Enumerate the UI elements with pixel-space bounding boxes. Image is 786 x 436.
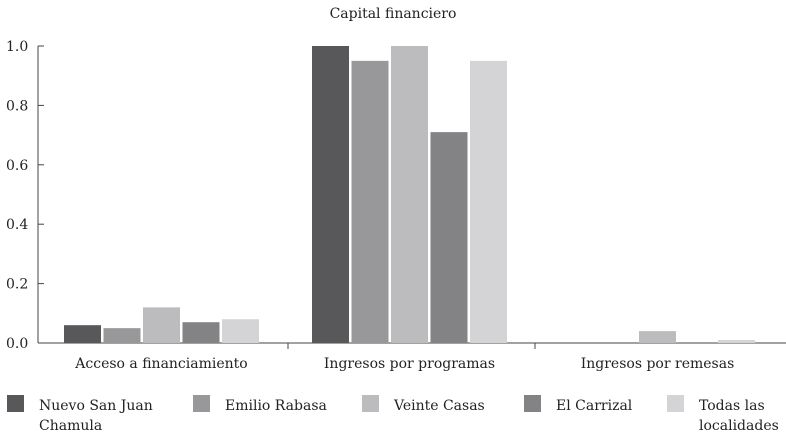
y-tick-label: 0.0 xyxy=(6,336,28,352)
bar xyxy=(639,331,676,343)
legend-swatch xyxy=(7,395,24,412)
x-axis: Acceso a financiamiento Ingresos por prog… xyxy=(38,342,786,372)
legend-item: Emilio Rabasa xyxy=(193,395,327,414)
legend: Nuevo San Juan Chamula Emilio Rabasa Veinte… xyxy=(7,395,779,434)
y-tick-label: 0.2 xyxy=(6,277,28,293)
bar xyxy=(222,319,259,343)
legend-label: Nuevo San Juan xyxy=(39,398,153,414)
legend-item: Todas las localidades xyxy=(667,395,779,434)
bar xyxy=(391,46,428,343)
bar xyxy=(103,328,141,343)
bar xyxy=(312,46,349,343)
bar xyxy=(430,132,468,343)
legend-swatch xyxy=(362,395,379,412)
y-tick-label: 0.6 xyxy=(6,158,28,174)
legend-item: Nuevo San Juan Chamula xyxy=(7,395,153,434)
x-category-label: Acceso a financiamiento xyxy=(74,356,247,372)
legend-label: Emilio Rabasa xyxy=(225,398,327,414)
legend-swatch xyxy=(193,395,210,412)
legend-swatch xyxy=(667,395,684,412)
legend-swatch xyxy=(524,395,541,412)
x-category-label: Ingresos por remesas xyxy=(581,356,735,372)
bar xyxy=(64,325,101,343)
legend-label: Todas las xyxy=(699,398,765,414)
legend-label: El Carrizal xyxy=(556,398,633,414)
bar xyxy=(143,307,180,343)
bar xyxy=(351,60,389,343)
bars xyxy=(64,46,755,343)
bar xyxy=(718,340,755,343)
y-axis: 0.0 0.2 0.4 0.6 0.8 1.0 xyxy=(6,39,44,352)
legend-item: Veinte Casas xyxy=(362,395,485,414)
chart-title: Capital financiero xyxy=(330,6,457,22)
y-tick-label: 0.8 xyxy=(6,98,28,114)
legend-label: Chamula xyxy=(39,418,102,434)
bar xyxy=(182,322,220,343)
y-tick-label: 1.0 xyxy=(6,39,28,55)
legend-label: localidades xyxy=(699,418,779,434)
legend-label: Veinte Casas xyxy=(393,398,485,414)
x-category-label: Ingresos por programas xyxy=(324,356,495,372)
y-tick-label: 0.4 xyxy=(6,217,28,233)
legend-item: El Carrizal xyxy=(524,395,633,414)
bar xyxy=(470,60,507,343)
